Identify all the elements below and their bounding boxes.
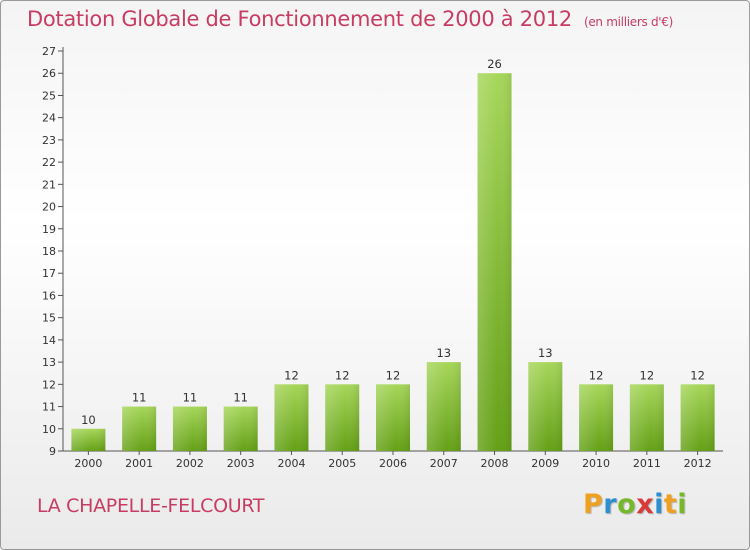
- y-tick-label: 20: [42, 201, 56, 214]
- chart-title-text: Dotation Globale de Fonctionnement de 20…: [27, 7, 572, 31]
- commune-name: LA CHAPELLE-FELCOURT: [37, 495, 265, 517]
- y-tick-label: 15: [42, 312, 56, 325]
- x-tick-label: 2007: [430, 457, 458, 470]
- data-label: 12: [690, 368, 705, 382]
- data-label: 13: [538, 346, 553, 360]
- y-tick-label: 23: [42, 134, 56, 147]
- bar-shade: [579, 384, 614, 451]
- y-tick-label: 17: [42, 267, 56, 280]
- x-tick-label: 2000: [74, 457, 102, 470]
- axes: 9 10 11 12 13 14 15 16 17 18 19 20 21 22 23 24 25 26 27 200…: [42, 45, 723, 470]
- bar-shade: [122, 406, 157, 451]
- y-tick-label: 25: [42, 89, 56, 102]
- bar-shade: [528, 362, 563, 451]
- y-tick-label: 10: [42, 423, 56, 436]
- y-tick-label: 9: [49, 445, 56, 458]
- y-tick-label: 12: [42, 378, 56, 391]
- y-tick-label: 21: [42, 178, 56, 191]
- bars: [71, 73, 715, 451]
- x-tick-label: 2002: [176, 457, 204, 470]
- value-labels: 10 11 11 11 12 12 12 13 26 13 12 12 12: [81, 57, 705, 427]
- data-label: 12: [386, 368, 401, 382]
- x-tick-label: 2005: [328, 457, 356, 470]
- x-tick-label: 2011: [633, 457, 661, 470]
- data-label: 11: [233, 391, 248, 405]
- x-tick-label: 2008: [481, 457, 509, 470]
- y-tick-label: 27: [42, 45, 56, 58]
- data-label: 11: [132, 391, 147, 405]
- data-label: 12: [640, 368, 655, 382]
- x-tick-label: 2012: [684, 457, 712, 470]
- bar-shade: [325, 384, 360, 451]
- chart-subtitle: (en milliers d'€): [583, 15, 673, 29]
- bar-shade: [172, 406, 207, 451]
- x-tick-label: 2006: [379, 457, 407, 470]
- data-label: 12: [589, 368, 604, 382]
- y-tick-label: 16: [42, 289, 56, 302]
- bar-shade: [376, 384, 410, 451]
- data-label: 12: [335, 368, 350, 382]
- proxiti-logo: Proxiti: [583, 489, 688, 520]
- x-tick-label: 2003: [227, 457, 255, 470]
- data-label: 26: [487, 57, 502, 71]
- chart-title: Dotation Globale de Fonctionnement de 20…: [27, 7, 673, 31]
- y-tick-label: 11: [42, 401, 56, 414]
- x-tick-label: 2009: [531, 457, 559, 470]
- bar-shade: [274, 384, 309, 451]
- data-label: 11: [183, 391, 198, 405]
- y-tick-label: 26: [42, 67, 56, 80]
- y-tick-label: 13: [42, 356, 56, 369]
- data-label: 12: [284, 368, 299, 382]
- bar-shade: [71, 428, 106, 451]
- bar-shade: [477, 73, 512, 451]
- y-tick-label: 14: [42, 334, 56, 347]
- data-label: 13: [436, 346, 451, 360]
- data-label: 10: [81, 413, 96, 427]
- y-tick-label: 24: [42, 112, 56, 125]
- x-tick-label: 2004: [277, 457, 305, 470]
- x-tick-label: 2001: [125, 457, 153, 470]
- bar-shade: [426, 362, 461, 451]
- bar-shade: [223, 406, 258, 451]
- bar-shade: [680, 384, 715, 451]
- y-tick-label: 18: [42, 245, 56, 258]
- x-tick-label: 2010: [582, 457, 610, 470]
- y-tick-label: 22: [42, 156, 56, 169]
- bar-shade: [629, 384, 664, 451]
- y-tick-label: 19: [42, 223, 56, 236]
